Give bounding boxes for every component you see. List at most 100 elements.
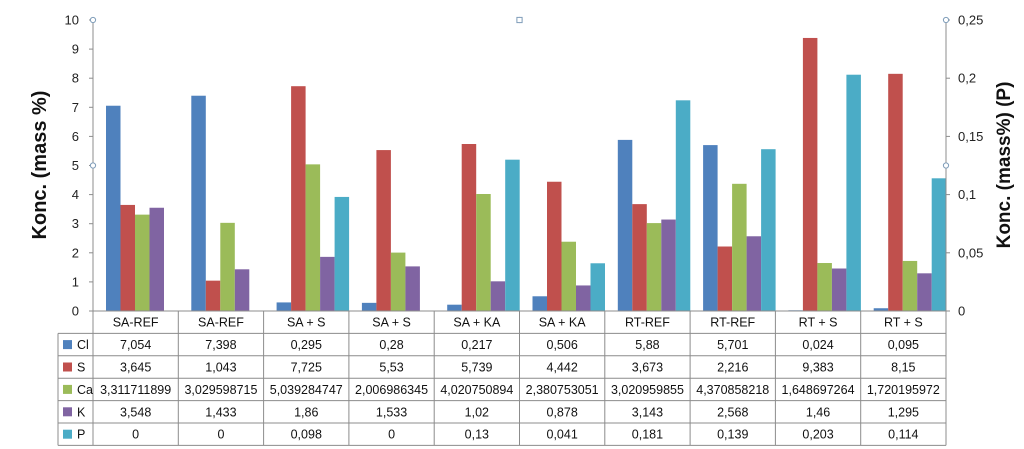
bar-ca-1: [220, 222, 235, 311]
selection-handle[interactable]: [89, 162, 97, 169]
bar-ca-7: [732, 183, 747, 311]
data-label: 1,295: [888, 405, 919, 419]
bar-p-7: [761, 149, 776, 311]
bar-p-6: [675, 100, 691, 311]
legend-label-ca: Ca: [77, 383, 93, 397]
data-label: 5,53: [379, 361, 403, 375]
bar-cl-7: [703, 145, 718, 311]
bar-k-9: [917, 273, 932, 311]
bar-s-4: [461, 144, 477, 311]
data-label: 3,029598715: [184, 383, 257, 397]
y2-axis-label: Konc. (mass%) (P): [994, 82, 1015, 249]
bar-ca-6: [646, 223, 662, 311]
data-label: 8,15: [891, 361, 915, 375]
bar-ca-4: [476, 194, 491, 311]
bar-ca-8: [817, 263, 832, 311]
bar-cl-0: [106, 105, 121, 311]
bar-p-8: [846, 74, 861, 312]
data-label: 0,024: [802, 338, 833, 352]
bar-k-1: [234, 269, 250, 311]
selection-handle[interactable]: [942, 16, 950, 24]
bar-s-9: [888, 73, 903, 311]
bar-k-6: [661, 219, 676, 311]
y-tick-label: 3: [72, 216, 79, 231]
selection-handle-square[interactable]: [516, 16, 523, 24]
y2-tick-label: 0,25: [958, 13, 983, 28]
bar-s-6: [632, 204, 647, 311]
y-tick-label: 8: [72, 71, 79, 86]
selection-handle[interactable]: [89, 16, 97, 24]
selection-handle[interactable]: [942, 162, 950, 169]
data-label: 0,095: [888, 338, 919, 352]
bar-s-5: [547, 181, 562, 311]
data-label: 0,181: [632, 428, 663, 442]
bar-ca-9: [902, 260, 918, 311]
data-label: 4,442: [547, 361, 578, 375]
data-label: 5,739: [461, 361, 492, 375]
y2-tick-label: 0,2: [958, 71, 976, 86]
bar-p-2: [334, 196, 350, 311]
y2-tick-label: 0,1: [958, 187, 976, 202]
bar-k-5: [576, 285, 591, 311]
bar-ca-5: [561, 241, 576, 311]
data-label: 1,720195972: [867, 383, 940, 397]
category-label: SA + S: [372, 316, 411, 330]
legend-label-p: P: [77, 428, 85, 442]
legend-key-s: [63, 362, 72, 372]
y-tick-label: 2: [72, 245, 79, 260]
data-label: 0,295: [291, 338, 322, 352]
category-label: RT-REF: [625, 316, 670, 330]
bar-k-8: [831, 268, 847, 311]
legend-key-cl: [63, 340, 72, 350]
bar-s-3: [376, 150, 391, 311]
bar-cl-1: [191, 95, 206, 311]
data-label: 4,020750894: [440, 383, 513, 397]
bar-k-3: [405, 266, 420, 311]
data-table: SA-REF SA-REF SA + S SA + S SA + KA SA + KA RT…: [57, 311, 947, 446]
bar-s-7: [717, 246, 733, 311]
data-label: 1,86: [294, 405, 318, 419]
category-label: SA + KA: [453, 316, 501, 330]
legend-key-k: [63, 407, 72, 417]
data-label: 0,203: [802, 428, 833, 442]
data-label: 1,433: [205, 405, 236, 419]
bar-cl-3: [361, 302, 377, 311]
data-label: 3,020959855: [611, 383, 684, 397]
y2-tick-label: 0,15: [958, 129, 983, 144]
bar-k-7: [746, 236, 762, 311]
data-label: 4,370858218: [696, 383, 769, 397]
data-label: 1,533: [376, 405, 407, 419]
y2-tick-label: 0,05: [958, 245, 983, 260]
bars-layer: [106, 37, 947, 312]
data-label: 0: [217, 428, 224, 442]
data-label: 2,568: [717, 405, 748, 419]
category-label: RT + S: [884, 316, 923, 330]
bar-ca-3: [390, 252, 406, 311]
category-label: RT-REF: [710, 316, 755, 330]
bar-ca-0: [135, 214, 150, 311]
data-label: 9,383: [802, 361, 833, 375]
data-label: 1,648697264: [782, 383, 855, 397]
y2-tick-label: 0: [958, 304, 965, 319]
data-label: 7,725: [291, 361, 322, 375]
bar-k-4: [490, 281, 506, 311]
bar-s-2: [291, 86, 306, 311]
data-label: 3,143: [632, 405, 663, 419]
data-label: 0,506: [547, 338, 578, 352]
legend-label-s: S: [77, 361, 85, 375]
bar-p-5: [590, 263, 605, 311]
data-label: 0,098: [291, 428, 322, 442]
legend-label-k: K: [77, 405, 86, 419]
data-label: 3,548: [120, 405, 151, 419]
y-tick-label: 1: [72, 274, 79, 289]
y-tick-label: 9: [72, 42, 79, 57]
data-label: 1,46: [806, 405, 830, 419]
category-label: RT + S: [799, 316, 838, 330]
data-label: 0,878: [547, 405, 578, 419]
bar-cl-5: [532, 296, 547, 311]
y-tick-label: 7: [72, 100, 79, 115]
legend-label-cl: Cl: [77, 338, 89, 352]
y-tick-label: 10: [65, 13, 79, 28]
y-tick-label: 6: [72, 129, 79, 144]
